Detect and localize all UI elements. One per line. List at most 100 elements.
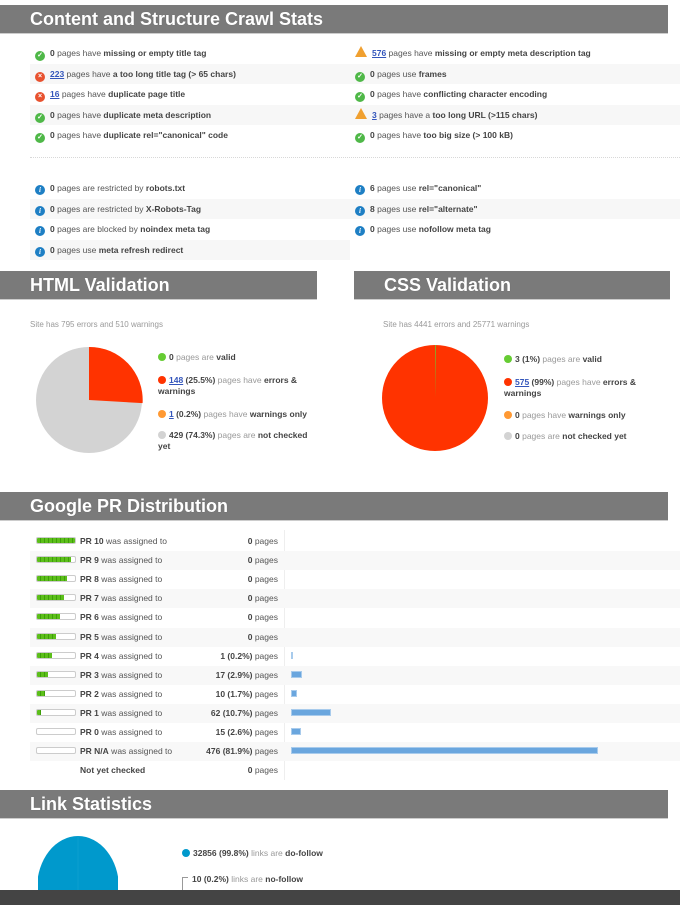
legend-count-link[interactable]: 148 [169,375,184,385]
pr-suffix: was assigned to [103,536,167,546]
pr-level: PR 4 [80,650,99,661]
legend-text: pages have [519,410,569,420]
pr-meter [36,651,76,659]
html-validation-header: HTML Validation [0,271,317,300]
pr-suffix: was assigned to [98,574,163,585]
info-circle-icon: i [35,205,45,216]
stat-text: pages use [374,203,419,214]
stat-count-link[interactable]: 16 [50,89,60,99]
crawl-stat-row: 576 pages have missing or empty meta des… [350,43,680,63]
stat-count: 0 [50,244,55,255]
pr-pct: (10.7%) [220,707,253,718]
pr-label: PR 5 was assigned to [80,628,162,647]
stat-text: pages are blocked by [54,224,141,234]
pr-meter [36,537,76,544]
pr-label: PR 10 was assigned to [80,532,167,551]
stat-count: 0 [370,224,375,234]
stat-label: duplicate rel="canonical" code [103,130,228,140]
legend-count: 3 [515,354,520,364]
pr-level: PR 1 [80,707,99,718]
stat-label: duplicate meta description [103,109,212,120]
pr-suffix: was assigned to [98,612,163,623]
pr-count: 0 [247,612,253,623]
link-nofollow-legend: 10 (0.2%) links are no-follow [182,874,303,890]
stat-label: rel="canonical" [418,183,482,193]
pr-unit: pages [252,593,278,604]
stat-label: X-Robots-Tag [145,203,202,214]
stat-text: pages have [64,68,113,79]
stat-text: pages have [59,89,109,99]
pr-value: 0 pages [180,761,278,780]
legend-text: pages have [215,375,264,385]
stat-count-link[interactable]: 223 [50,68,65,79]
stat-label: too long URL (>115 chars) [432,109,538,120]
stat-text: pages have [374,130,424,140]
stat-label: duplicate page title [108,89,186,99]
legend-pct: (1%) [519,354,541,364]
dofollow-dot-icon [182,849,190,857]
dofollow-text: links are [248,848,286,858]
stat-label: frames [418,68,447,79]
legend-count-link[interactable]: 575 [515,377,530,387]
divider [30,157,680,158]
pr-pct: (1.7%) [225,688,253,699]
legend-dot-icon [504,355,512,363]
pr-level: Not yet checked [80,765,146,776]
check-circle-icon: ✓ [35,112,45,123]
stat-label: missing or empty meta description tag [434,48,591,58]
pr-unit: pages [252,688,278,699]
legend-item: 148 (25.5%) pages have errors & warnings [158,375,308,397]
info-circle-icon: i [35,226,45,236]
pr-level: PR 10 [80,536,104,546]
pr-meter [36,594,76,602]
pr-meter [36,670,76,678]
crawl-stat-row: × 16 pages have duplicate page title [30,84,350,104]
legend-count-link[interactable]: 1 [169,409,174,419]
pr-meter [36,575,76,583]
legend-label: valid [582,354,602,364]
stat-count: 0 [370,89,375,99]
pr-count: 15 [215,727,226,737]
pr-label: PR 7 was assigned to [80,589,162,608]
pr-bar [291,708,332,716]
legend-pct: (25.5%) [183,375,216,385]
pr-chart-axis [284,530,285,780]
pr-value: 476 (81.9%) pages [180,742,278,761]
check-circle-icon: ✓ [35,51,45,61]
pr-value: 15 (2.6%) pages [180,723,278,742]
html-validation-summary: Site has 795 errors and 510 warnings [30,320,163,329]
legend-dot-icon [158,431,166,439]
crawl-stat-row: ✓ 0 pages have duplicate rel="canonical" … [30,125,350,145]
info-circle-icon: i [35,246,45,257]
legend-label: errors & warnings [504,377,636,398]
stat-text: pages have [54,48,104,58]
stat-label: robots.txt [145,183,186,193]
legend-pct: (74.3%) [183,430,216,440]
pr-label: PR 8 was assigned to [80,570,162,589]
pr-meter [36,556,76,564]
pr-label: PR N/A was assigned to [80,742,172,761]
stat-count-link[interactable]: 576 [372,48,387,58]
stat-label: missing or empty title tag [103,48,207,58]
legend-text: pages have [201,409,250,419]
legend-item: 1 (0.2%) pages have warnings only [158,409,308,420]
pr-row: PR 2 was assigned to 10 (1.7%) pages [30,685,680,704]
stat-count-link[interactable]: 3 [372,109,377,120]
stat-label: meta refresh redirect [98,244,184,255]
pr-count: 17 [215,669,226,680]
html-validation-pie [36,346,143,453]
link-stats-pie [38,836,118,896]
pr-label: PR 4 was assigned to [80,647,162,666]
pr-row: PR 1 was assigned to 62 (10.7%) pages [30,703,680,723]
crawl-stat-row: ✓ 0 pages have conflicting character enco… [350,84,680,104]
pr-label: PR 6 was assigned to [80,608,162,627]
pr-unit: pages [252,669,278,680]
error-circle-icon: × [35,92,45,102]
legend-label: not checked yet [562,431,627,441]
pr-meter [36,632,76,640]
